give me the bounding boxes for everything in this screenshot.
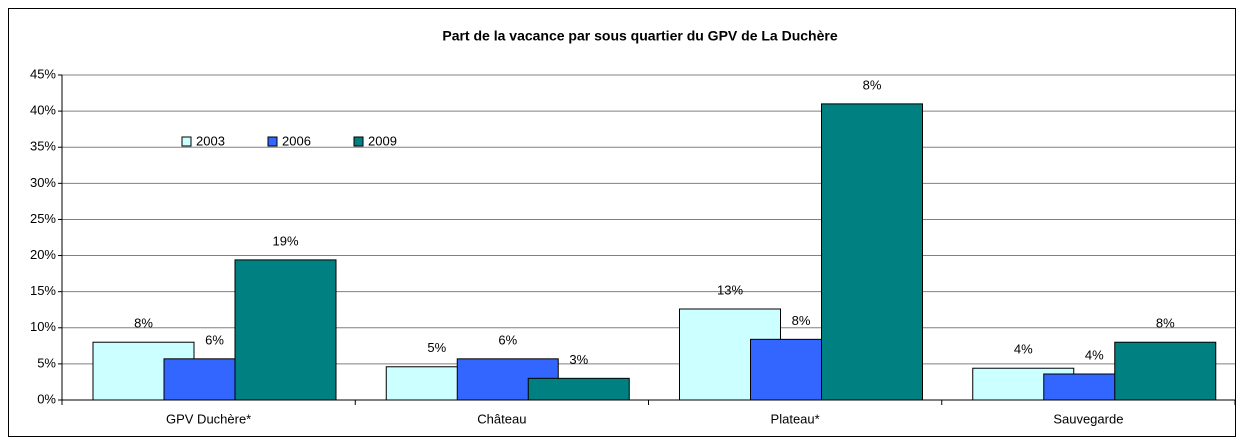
bar bbox=[234, 259, 337, 401]
data-label: 8% bbox=[863, 77, 882, 92]
data-label: 3% bbox=[569, 352, 588, 367]
data-label: 4% bbox=[1014, 342, 1033, 357]
legend-label: 2009 bbox=[368, 133, 397, 148]
x-tick-label: Plateau* bbox=[771, 411, 820, 426]
legend-swatch bbox=[267, 136, 278, 147]
data-label: 8% bbox=[134, 316, 153, 331]
data-label: 19% bbox=[272, 233, 298, 248]
y-tick-label: 25% bbox=[30, 211, 56, 226]
x-tick-label: GPV Duchère* bbox=[166, 411, 251, 426]
legend-label: 2006 bbox=[282, 133, 311, 148]
data-label: 13% bbox=[717, 282, 743, 297]
legend-swatch bbox=[353, 136, 364, 147]
x-tick-label: Château bbox=[477, 411, 526, 426]
legend-label: 2003 bbox=[196, 133, 225, 148]
data-label: 6% bbox=[205, 332, 224, 347]
bar bbox=[821, 103, 923, 401]
y-tick-label: 20% bbox=[30, 247, 56, 262]
data-label: 6% bbox=[498, 332, 517, 347]
bar bbox=[527, 377, 630, 401]
y-tick-label: 45% bbox=[30, 66, 56, 81]
y-tick-label: 15% bbox=[30, 283, 56, 298]
bar bbox=[1114, 341, 1217, 401]
data-label: 8% bbox=[792, 313, 811, 328]
y-tick-label: 30% bbox=[30, 175, 56, 190]
y-tick-label: 10% bbox=[30, 319, 56, 334]
y-tick-label: 0% bbox=[37, 391, 56, 406]
y-tick-label: 35% bbox=[30, 139, 56, 154]
data-label: 4% bbox=[1085, 347, 1104, 362]
data-label: 8% bbox=[1156, 316, 1175, 331]
y-tick-label: 5% bbox=[37, 355, 56, 370]
data-label: 5% bbox=[427, 340, 446, 355]
x-tick-label: Sauvegarde bbox=[1053, 411, 1123, 426]
chart-title: Part de la vacance par sous quartier du … bbox=[442, 28, 837, 44]
y-tick-label: 40% bbox=[30, 103, 56, 118]
legend-swatch bbox=[181, 136, 192, 147]
